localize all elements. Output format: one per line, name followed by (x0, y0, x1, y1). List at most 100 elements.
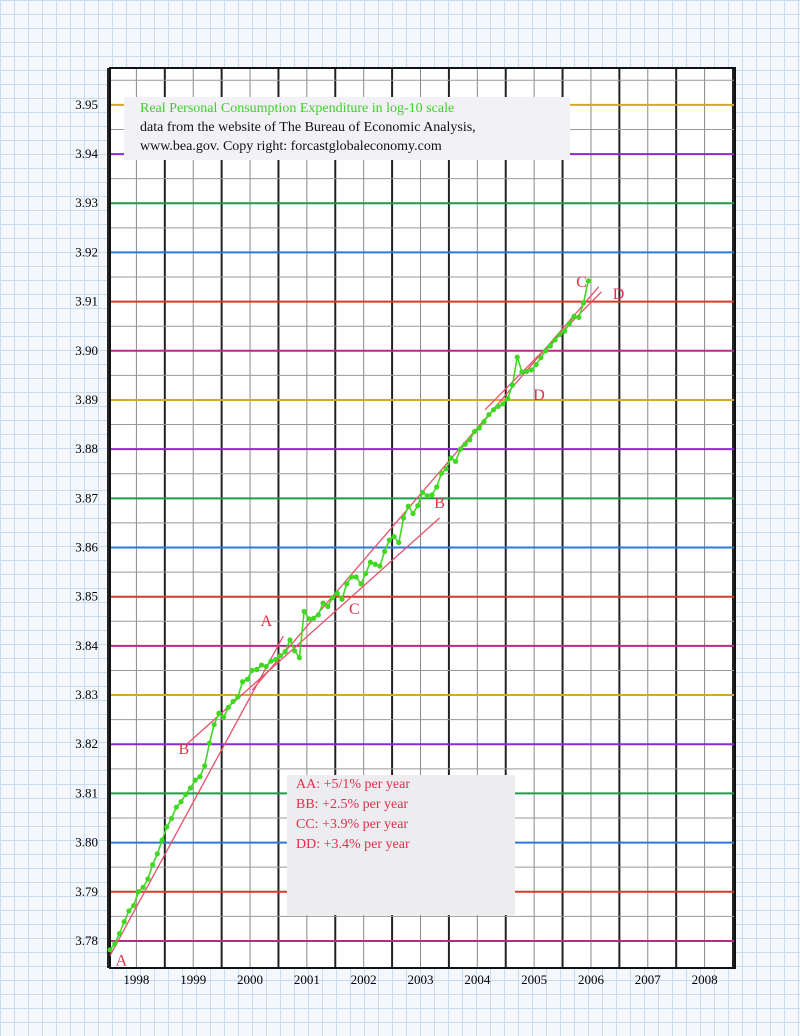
x-tick-label: 2002 (351, 972, 377, 987)
note-aa: AA: +5/1% per year (296, 777, 410, 792)
x-tick-label: 2005 (521, 972, 547, 987)
data-point (296, 655, 302, 661)
data-point (150, 862, 156, 868)
note-cc: CC: +3.9% per year (296, 817, 408, 832)
trend-labels: A B A C B D C D (116, 274, 625, 970)
y-tick-label: 3.85 (75, 589, 98, 604)
y-tick-label: 3.83 (75, 687, 98, 702)
data-point (206, 740, 213, 746)
data-point (112, 941, 118, 947)
data-point (230, 698, 236, 705)
trend-label: C (576, 274, 587, 291)
data-point (235, 694, 241, 700)
data-point (116, 930, 123, 937)
data-point (561, 328, 568, 334)
notes-box (287, 775, 515, 915)
data-point (258, 662, 265, 668)
data-point (164, 824, 170, 830)
note-dd: DD: +3.4% per year (296, 837, 410, 852)
data-point (315, 612, 321, 618)
data-point (500, 401, 506, 407)
data-point (372, 561, 378, 567)
data-point (552, 337, 558, 343)
trend-line-aa (109, 635, 284, 957)
data-point (239, 679, 246, 685)
data-point (339, 596, 345, 602)
data-point (472, 428, 478, 435)
data-point (178, 799, 184, 805)
y-tick-label: 3.80 (75, 835, 98, 850)
data-point (585, 278, 591, 284)
data-point (159, 837, 165, 843)
axes (109, 67, 736, 969)
note-bb: BB: +2.5% per year (296, 797, 408, 812)
data-point (329, 595, 336, 601)
data-point (410, 510, 416, 517)
data-point (457, 446, 463, 452)
data-point (107, 947, 113, 953)
y-tick-label: 3.89 (75, 392, 98, 407)
data-point (571, 313, 577, 319)
data-series (107, 278, 591, 953)
data-point (292, 648, 298, 654)
data-point (168, 815, 175, 822)
data-point (367, 559, 373, 565)
data-point (344, 581, 350, 587)
data-point (519, 369, 525, 375)
data-point (249, 667, 255, 674)
data-point (131, 902, 137, 909)
x-tick-label: 1998 (123, 972, 149, 987)
data-point (415, 503, 421, 509)
data-point (391, 534, 397, 540)
y-tick-label: 3.82 (75, 736, 98, 751)
y-tick-label: 3.91 (75, 294, 98, 309)
y-tick-label: 3.95 (75, 97, 98, 112)
data-point (154, 851, 160, 857)
data-point (353, 574, 359, 580)
data-point (576, 314, 582, 320)
y-tick-label: 3.84 (75, 638, 98, 653)
trend-label: D (613, 286, 625, 303)
data-point (434, 484, 440, 490)
x-tick-label: 2001 (294, 972, 320, 987)
data-point (273, 657, 279, 663)
data-point (566, 321, 572, 327)
data-point (514, 354, 520, 360)
chart-title: Real Personal Consumption Expenditure in… (140, 101, 454, 116)
x-tick-label: 2003 (408, 972, 434, 987)
x-tick-label: 2006 (578, 972, 605, 987)
data-point (453, 458, 459, 465)
data-point (310, 615, 317, 621)
data-point (244, 676, 250, 682)
trend-label: B (434, 495, 445, 512)
data-point (405, 503, 411, 509)
plot-frame (109, 67, 736, 969)
data-point (476, 425, 482, 431)
data-point (580, 300, 587, 306)
data-point (263, 663, 269, 670)
data-point (334, 590, 340, 596)
data-point (192, 777, 198, 783)
data-point (462, 441, 468, 447)
x-tick-label: 2007 (635, 972, 662, 987)
data-point (538, 355, 544, 361)
y-tick-label: 3.94 (75, 146, 98, 161)
data-point (486, 412, 492, 418)
data-point (528, 367, 535, 373)
data-point (221, 714, 227, 720)
y-tick-labels: 3.78 3.79 3.80 3.81 3.82 3.83 3.84 3.85 3.86 3.87… (75, 97, 98, 948)
x-tick-label: 2004 (464, 972, 491, 987)
data-point (543, 348, 549, 354)
data-point (448, 455, 454, 461)
data-point (135, 889, 142, 895)
data-point (320, 600, 326, 606)
notes-block: AA: +5/1% per year BB: +2.5% per year CC… (287, 775, 515, 915)
data-point (287, 637, 293, 643)
data-point (424, 493, 430, 499)
data-point (495, 403, 501, 409)
data-point (396, 539, 402, 546)
data-point (533, 361, 539, 368)
y-tick-label: 3.79 (75, 884, 98, 899)
data-point (121, 919, 127, 925)
y-tick-label: 3.88 (75, 441, 98, 456)
